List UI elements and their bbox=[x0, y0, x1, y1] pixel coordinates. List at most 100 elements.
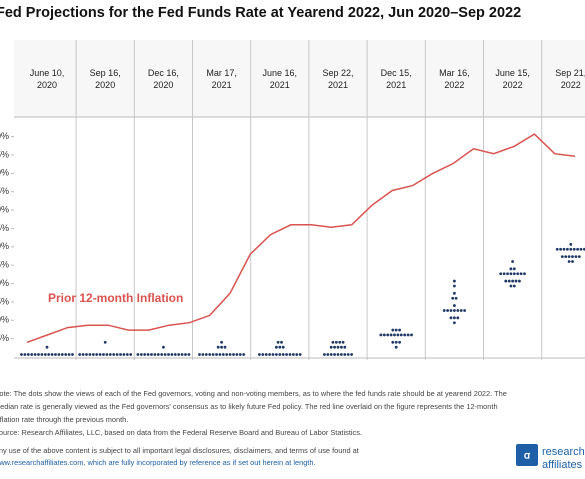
note-line: Note: The dots show the views of each of… bbox=[0, 389, 507, 398]
dot bbox=[567, 255, 571, 258]
dot bbox=[292, 353, 295, 356]
dot bbox=[98, 353, 102, 356]
dot bbox=[264, 353, 268, 356]
dot bbox=[346, 353, 350, 356]
dot bbox=[163, 353, 167, 356]
dot bbox=[160, 353, 164, 356]
dot bbox=[50, 353, 54, 356]
dot bbox=[23, 353, 27, 356]
dot bbox=[514, 279, 518, 283]
dot bbox=[150, 353, 153, 356]
column-header: Sep 16, 2020 bbox=[89, 67, 121, 90]
dot bbox=[394, 340, 398, 344]
dot bbox=[232, 353, 235, 356]
dot bbox=[389, 333, 393, 337]
dot bbox=[143, 353, 147, 356]
note-line: Source: Research Affiliates, LLC, based … bbox=[0, 428, 362, 437]
note-line: inflation rate through the previous mont… bbox=[0, 415, 129, 424]
dot bbox=[201, 353, 205, 356]
dot bbox=[275, 345, 278, 349]
dot bbox=[60, 353, 64, 356]
dot bbox=[453, 316, 456, 320]
dot bbox=[95, 353, 99, 356]
dot bbox=[225, 353, 229, 356]
column-header: June 16, 2021 bbox=[262, 67, 298, 90]
dot bbox=[456, 309, 460, 312]
logo-text: affiliates bbox=[542, 459, 583, 471]
disclaimer-line: Any use of the above content is subject … bbox=[0, 446, 359, 455]
dot bbox=[218, 353, 222, 356]
dot bbox=[336, 353, 340, 356]
dot bbox=[37, 353, 40, 356]
dot bbox=[504, 279, 508, 283]
column-header: Sep 22, 2021 bbox=[322, 67, 354, 90]
y-tick-label: 3.00% bbox=[0, 278, 9, 288]
dot bbox=[119, 353, 122, 356]
dot bbox=[523, 272, 526, 276]
dot bbox=[261, 353, 265, 356]
dot bbox=[571, 255, 574, 258]
dot bbox=[459, 309, 463, 312]
dot bbox=[403, 333, 407, 337]
dot bbox=[146, 353, 150, 356]
inflation-line bbox=[26, 133, 576, 344]
dot bbox=[343, 353, 347, 356]
dot bbox=[569, 242, 573, 246]
dot bbox=[518, 279, 521, 283]
dot bbox=[184, 353, 187, 356]
dot bbox=[559, 247, 562, 251]
dot bbox=[78, 353, 82, 356]
dot bbox=[242, 353, 246, 356]
dot bbox=[136, 353, 140, 356]
dot bbox=[449, 309, 453, 312]
dot bbox=[204, 353, 208, 356]
dot bbox=[238, 353, 242, 356]
dot bbox=[85, 353, 88, 356]
dot bbox=[396, 333, 400, 337]
dot bbox=[499, 272, 503, 276]
dot bbox=[398, 328, 401, 332]
dot bbox=[333, 353, 336, 356]
dot bbox=[47, 353, 51, 356]
dot bbox=[463, 309, 466, 312]
dot bbox=[281, 345, 285, 349]
dot bbox=[115, 353, 119, 356]
dot bbox=[453, 291, 456, 295]
dot bbox=[394, 345, 398, 349]
dot bbox=[43, 353, 47, 356]
dot bbox=[122, 353, 126, 356]
dot bbox=[105, 353, 109, 356]
dot bbox=[129, 353, 133, 356]
dot bbox=[577, 255, 581, 258]
y-tick-label: 3.75% bbox=[0, 260, 9, 270]
dot bbox=[216, 345, 220, 349]
dot bbox=[20, 353, 23, 356]
dot bbox=[511, 279, 514, 283]
dot bbox=[511, 260, 514, 263]
dot bbox=[453, 279, 456, 283]
y-tick-label: 6.75% bbox=[0, 186, 9, 196]
dot bbox=[574, 255, 578, 258]
dot bbox=[502, 272, 506, 276]
dot bbox=[453, 309, 456, 312]
dot bbox=[453, 284, 456, 288]
dot bbox=[81, 353, 85, 356]
dot bbox=[572, 247, 576, 251]
column-header: Mar 16, 2022 bbox=[439, 67, 470, 90]
dot bbox=[220, 345, 224, 349]
line-label: Prior 12-month Inflation bbox=[48, 291, 183, 305]
dot bbox=[329, 353, 333, 356]
note-line: median rate is generally viewed as the F… bbox=[0, 402, 498, 411]
dot bbox=[454, 296, 458, 300]
chart-title: Fed Projections for the Fed Funds Rate a… bbox=[0, 5, 521, 21]
dot bbox=[571, 260, 574, 263]
dot bbox=[180, 353, 184, 356]
dot bbox=[276, 340, 280, 344]
dot bbox=[220, 340, 224, 344]
dot bbox=[156, 353, 160, 356]
dot bbox=[506, 272, 509, 276]
column-header: June 15, 2022 bbox=[495, 67, 530, 90]
dot bbox=[512, 284, 516, 288]
dot bbox=[91, 353, 95, 356]
